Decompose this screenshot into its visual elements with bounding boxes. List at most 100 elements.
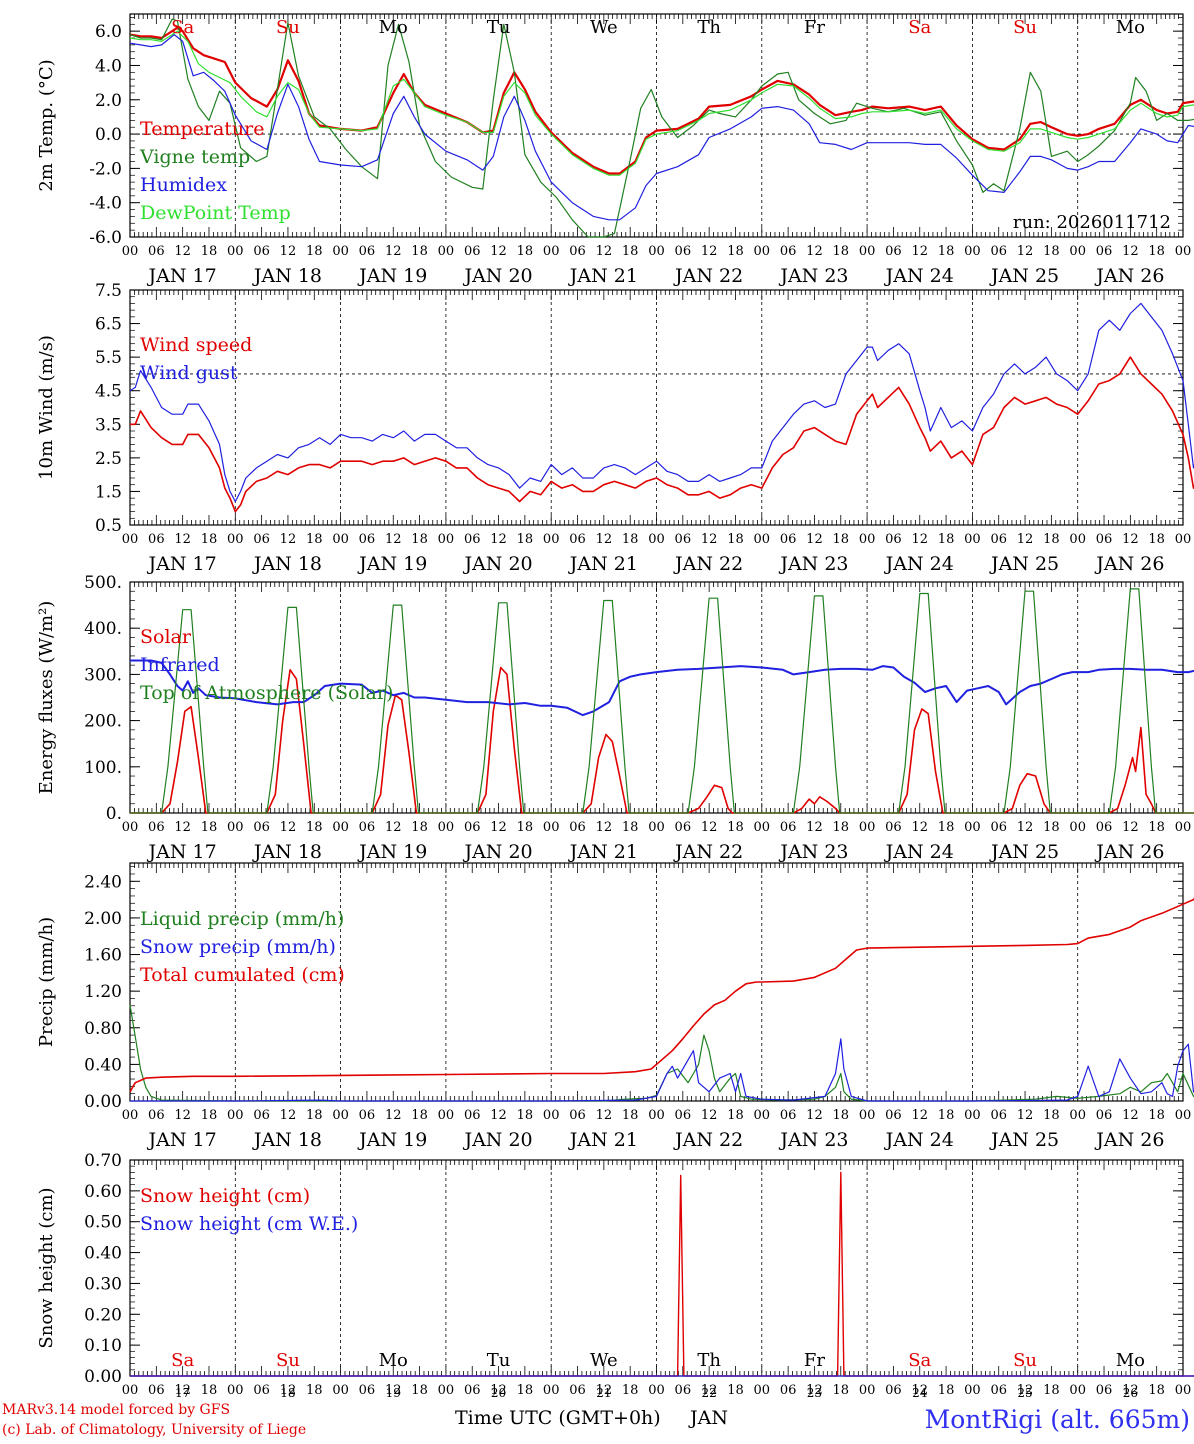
y-tick-label: 0.00 — [84, 1092, 122, 1112]
hour-tick-label: 18 — [622, 1383, 639, 1398]
weekday-label: Sa — [171, 1350, 194, 1371]
series-line — [130, 1038, 1194, 1102]
y-axis-label: 10m Wind (m/s) — [36, 335, 57, 480]
hour-tick-label: 18 — [833, 532, 850, 547]
day-label: JAN 22 — [673, 553, 743, 575]
y-axis-label: 2m Temp. (°C) — [36, 59, 57, 191]
y-tick-label: 100. — [84, 758, 122, 778]
series-line — [129, 30, 1194, 176]
hour-tick-label: 00 — [859, 1108, 876, 1123]
hour-tick-label: 06 — [780, 820, 797, 835]
hour-tick-label: 12 — [701, 532, 718, 547]
hour-tick-label: 00 — [1069, 1383, 1086, 1398]
hour-tick-label: 18 — [411, 244, 428, 259]
hour-tick-label: 00 — [964, 820, 981, 835]
hour-tick-label: 00 — [1069, 532, 1086, 547]
hour-tick-label: 18 — [727, 1383, 744, 1398]
y-tick-label: 0.10 — [84, 1336, 122, 1356]
legend-entry: DewPoint Temp — [140, 202, 291, 224]
hour-tick-label: 12 — [911, 244, 928, 259]
hour-tick-label: 06 — [885, 244, 902, 259]
hour-tick-label: 06 — [148, 820, 165, 835]
y-tick-label: 1.20 — [84, 982, 122, 1002]
weekday-label: Th — [697, 1350, 721, 1371]
y-tick-label: 0.70 — [84, 1151, 122, 1171]
hour-tick-label: 06 — [990, 1108, 1007, 1123]
y-axis-label: Energy fluxes (W/m²) — [36, 601, 57, 795]
day-label: JAN 21 — [568, 841, 638, 863]
y-tick-label: 0.40 — [84, 1055, 122, 1075]
legend-entry: Vigne temp — [139, 146, 250, 168]
hour-tick-label: 00 — [1175, 244, 1192, 259]
y-tick-label: 0.5 — [95, 516, 122, 536]
hour-tick-label: 06 — [780, 1108, 797, 1123]
hour-tick-label: 18 — [1043, 532, 1060, 547]
day-number-label: 21 — [596, 1386, 611, 1400]
hour-tick-label: 18 — [201, 532, 218, 547]
hour-tick-label: 00 — [1069, 244, 1086, 259]
day-label: JAN 22 — [673, 841, 743, 863]
hour-tick-label: 18 — [517, 532, 534, 547]
weekday-label: Fr — [804, 1350, 825, 1371]
legend-entry: Wind gust — [140, 362, 238, 384]
hour-tick-label: 00 — [754, 532, 771, 547]
y-tick-label: 0. — [106, 804, 122, 824]
weekday-label: Mo — [379, 17, 408, 38]
panel-wind: 0.5 1.5 2.5 3.5 4.5 5.5 6.5 7.5 10m Wind (m/s) Wi… — [36, 281, 1194, 575]
hour-tick-label: 06 — [990, 1383, 1007, 1398]
hour-tick-label: 06 — [885, 1383, 902, 1398]
hour-tick-label: 18 — [622, 532, 639, 547]
hour-tick-label: 06 — [990, 244, 1007, 259]
hour-tick-label: 00 — [754, 1383, 771, 1398]
day-number-label: 20 — [491, 1386, 506, 1400]
hour-tick-label: 06 — [885, 1108, 902, 1123]
copyright-credit: (c) Lab. of Climatology, University of L… — [2, 1422, 306, 1438]
day-label: JAN 20 — [462, 841, 532, 863]
hour-tick-label: 00 — [1069, 1108, 1086, 1123]
hour-tick-label: 00 — [438, 1108, 455, 1123]
legend-entry: Humidex — [140, 174, 227, 196]
hour-tick-label: 00 — [964, 532, 981, 547]
hour-tick-label: 18 — [201, 1383, 218, 1398]
hour-tick-label: 12 — [1122, 1383, 1139, 1398]
hour-tick-label: 12 — [280, 532, 297, 547]
hour-tick-label: 00 — [543, 820, 560, 835]
hour-tick-label: 06 — [885, 532, 902, 547]
hour-tick-label: 06 — [1096, 532, 1113, 547]
hour-tick-label: 00 — [332, 1108, 349, 1123]
hour-tick-label: 06 — [253, 1383, 270, 1398]
legend-entry: Snow precip (mm/h) — [140, 936, 336, 958]
hour-tick-label: 18 — [1148, 1108, 1165, 1123]
hour-tick-label: 12 — [596, 1383, 613, 1398]
hour-tick-label: 18 — [1148, 532, 1165, 547]
y-tick-label: 6.5 — [95, 315, 122, 335]
hour-tick-label: 12 — [490, 1383, 507, 1398]
hour-tick-label: 18 — [306, 1383, 323, 1398]
station-label: MontRigi (alt. 665m) — [925, 1405, 1190, 1434]
y-tick-label: 4.5 — [95, 382, 122, 402]
hour-tick-label: 12 — [596, 820, 613, 835]
hour-tick-label: 06 — [885, 820, 902, 835]
hour-tick-label: 12 — [911, 1383, 928, 1398]
hour-tick-label: 18 — [201, 1108, 218, 1123]
hour-tick-label: 00 — [122, 1383, 139, 1398]
hour-tick-label: 06 — [464, 1383, 481, 1398]
hour-tick-label: 12 — [385, 1108, 402, 1123]
day-label: JAN 25 — [989, 1129, 1059, 1151]
hour-tick-label: 00 — [1175, 820, 1192, 835]
hour-tick-label: 12 — [385, 532, 402, 547]
y-axis-label: Precip (mm/h) — [36, 917, 57, 1047]
hour-tick-label: 18 — [622, 1108, 639, 1123]
hour-tick-label: 00 — [964, 1108, 981, 1123]
hour-tick-label: 00 — [227, 244, 244, 259]
hour-tick-label: 12 — [1017, 244, 1034, 259]
hour-tick-label: 06 — [148, 244, 165, 259]
hour-tick-label: 12 — [385, 820, 402, 835]
hour-tick-label: 06 — [253, 532, 270, 547]
hour-tick-label: 06 — [359, 244, 376, 259]
day-label: JAN 20 — [462, 265, 532, 287]
hour-tick-label: 18 — [622, 820, 639, 835]
hour-tick-label: 18 — [306, 1108, 323, 1123]
hour-tick-label: 06 — [1096, 1383, 1113, 1398]
day-label: JAN 21 — [568, 1129, 638, 1151]
